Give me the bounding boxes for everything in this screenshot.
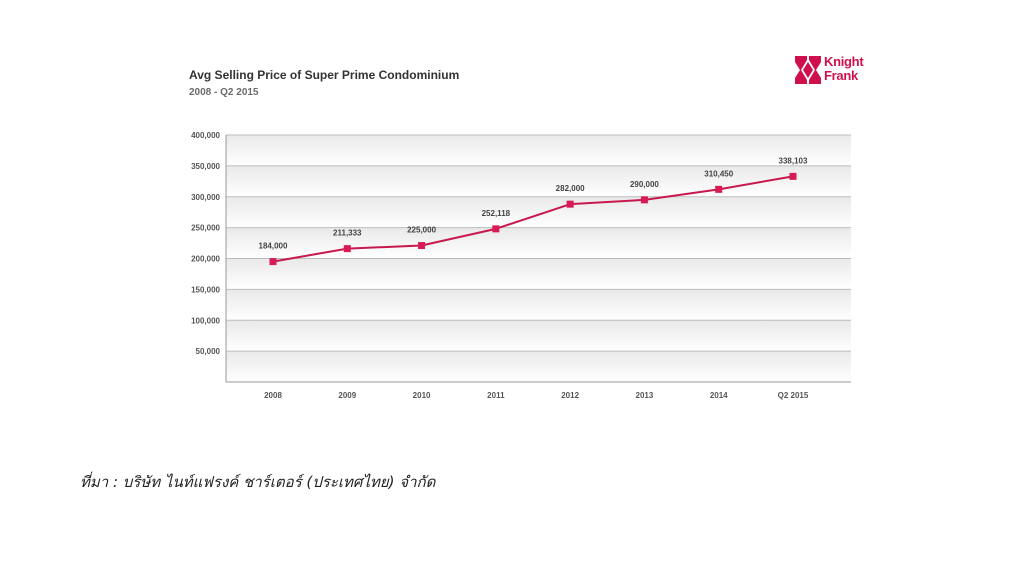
y-tick-label: 200,000: [191, 255, 220, 264]
data-label: 252,118: [482, 209, 511, 218]
logo-line-1: Knight: [824, 54, 864, 69]
x-tick-label: 2014: [710, 391, 728, 400]
data-point: [343, 245, 351, 253]
data-point: [492, 225, 500, 233]
data-label: 310,450: [704, 169, 733, 178]
y-tick-label: 300,000: [191, 193, 220, 202]
chart-background-bands: [226, 135, 851, 382]
chart-band: [226, 320, 851, 352]
data-label: 225,000: [407, 226, 436, 235]
chart-band: [226, 351, 851, 382]
data-label: 338,103: [779, 156, 808, 165]
data-point: [269, 258, 277, 266]
y-tick-label: 400,000: [191, 131, 220, 140]
data-label: 211,333: [333, 229, 362, 238]
data-label: 184,000: [259, 242, 288, 251]
x-tick-label: 2008: [264, 391, 282, 400]
chart-subtitle: 2008 - Q2 2015: [189, 87, 259, 98]
chart-band: [226, 196, 851, 228]
data-point: [640, 196, 648, 204]
chart-band: [226, 289, 851, 321]
data-label: 282,000: [556, 184, 585, 193]
chart-band: [226, 165, 851, 197]
chart-band: [226, 258, 851, 290]
chart-band: [226, 227, 851, 259]
x-tick-label: 2013: [636, 391, 654, 400]
x-tick-label: Q2 2015: [778, 391, 809, 400]
x-tick-label: 2012: [561, 391, 579, 400]
source-note: ที่มา : บริษัท ไนท์แฟรงค์ ชาร์เตอร์ (ประ…: [80, 473, 436, 491]
y-tick-label: 250,000: [191, 224, 220, 233]
y-axis: 50,000 100,000 150,000 200,000 250,000 300,00…: [191, 131, 227, 382]
data-point: [715, 185, 723, 193]
series-line: [272, 175, 794, 263]
logo-mark-icon: [795, 56, 821, 84]
data-labels: 184,000 211,333 225,000 252,118 282,000 290,0…: [259, 156, 808, 250]
x-axis: 2008 2009 2010 2011 2012 2013 2014 Q2 2015: [226, 381, 851, 400]
logo-line-2: Frank: [824, 68, 858, 83]
x-tick-label: 2010: [413, 391, 431, 400]
y-tick-label: 350,000: [191, 162, 220, 171]
x-tick-label: 2011: [487, 391, 505, 400]
x-tick-label: 2009: [338, 391, 356, 400]
knight-frank-logo: Knight Frank: [795, 55, 875, 87]
chart-gridlines: [226, 134, 851, 352]
data-point: [789, 172, 797, 180]
y-tick-label: 100,000: [191, 316, 220, 325]
chart-band: [226, 135, 851, 166]
y-tick-label: 50,000: [196, 347, 221, 356]
logo-text: Knight Frank: [824, 54, 864, 83]
y-tick-label: 150,000: [191, 285, 220, 294]
chart-title: Avg Selling Price of Super Prime Condomi…: [189, 68, 460, 82]
series-avg-selling-price: [269, 172, 797, 266]
data-point: [566, 200, 574, 208]
data-point: [418, 242, 426, 250]
data-label: 290,000: [630, 180, 659, 189]
